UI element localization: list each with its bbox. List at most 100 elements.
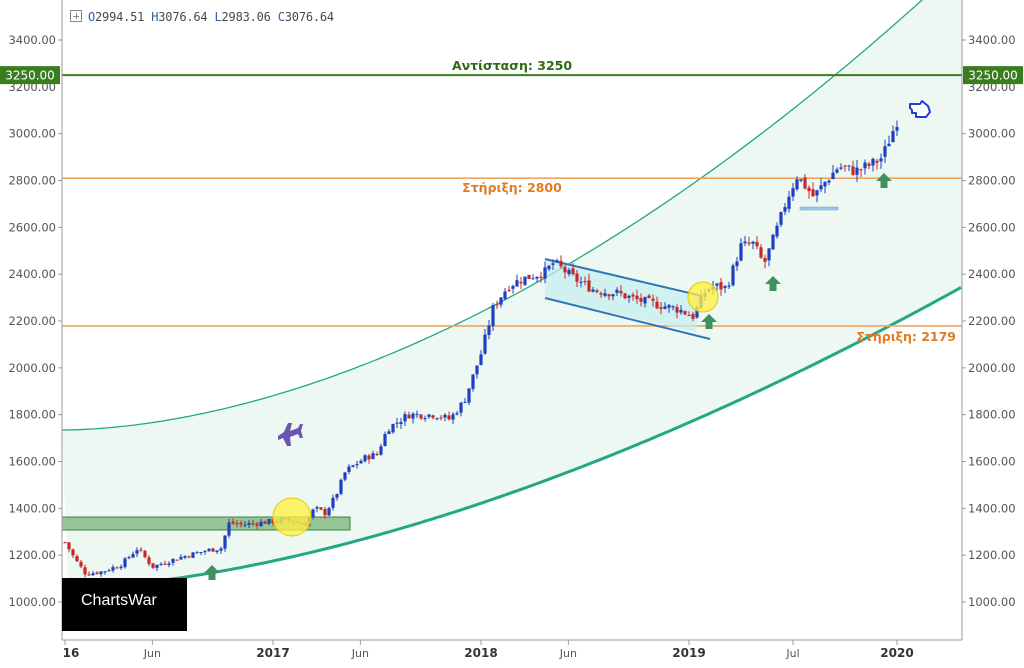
candle-body — [83, 567, 87, 575]
candle-body — [139, 549, 143, 551]
candle-body — [595, 290, 599, 293]
candle-body — [631, 294, 635, 297]
candle-body — [67, 542, 71, 550]
candle-body — [635, 295, 639, 300]
candle-body — [143, 550, 147, 558]
candle-body — [399, 422, 403, 424]
candle-body — [755, 241, 759, 247]
candle-body — [447, 415, 451, 420]
y-tick-label-right: 2000.00 — [968, 361, 1016, 375]
candle-body — [807, 187, 811, 192]
candle-body — [443, 414, 447, 418]
candle-body — [267, 519, 271, 524]
candle-body — [583, 281, 587, 283]
candle-body — [219, 548, 223, 551]
candle-body — [215, 550, 219, 552]
candle-body — [459, 402, 463, 413]
candle-body — [763, 258, 767, 262]
x-tick-label: Jul — [785, 647, 799, 660]
candle-body — [91, 573, 95, 576]
candle-body — [367, 455, 371, 460]
mini-zone-rect — [799, 206, 839, 211]
candle-body — [403, 414, 407, 422]
candle-body — [503, 291, 507, 299]
y-tick-label-right: 1800.00 — [968, 408, 1016, 422]
candle-body — [115, 567, 119, 569]
candle-body — [823, 181, 827, 187]
y-tick-label-left: 3000.00 — [8, 127, 56, 141]
candle-body — [123, 558, 127, 568]
watermark-badge: ChartsWar — [62, 578, 187, 631]
candle-body — [411, 413, 415, 419]
candle-body — [787, 196, 791, 209]
candle-body — [643, 297, 647, 304]
candle-body — [355, 464, 359, 466]
candle-body — [683, 311, 687, 315]
ohlc-close: 3076.64 — [284, 10, 334, 24]
up-arrow-icon — [204, 565, 220, 580]
candle-body — [723, 286, 727, 289]
candle-body — [871, 158, 875, 166]
candle-body — [739, 243, 743, 261]
candle-body — [135, 550, 139, 554]
x-tick-label: 2018 — [464, 646, 497, 660]
candle-body — [235, 522, 239, 524]
ohlc-low-label: L — [214, 10, 222, 24]
y-tick-label-left: 1800.00 — [8, 408, 56, 422]
candle-body — [587, 280, 591, 292]
y-tick-label-left: 1600.00 — [8, 455, 56, 469]
candle-body — [335, 494, 339, 498]
x-tick-label: 2017 — [256, 646, 289, 660]
candle-body — [887, 143, 891, 147]
candle-body — [783, 207, 787, 212]
candle-body — [607, 294, 611, 297]
y-tick-label-right: 1400.00 — [968, 501, 1016, 515]
candle-body — [387, 431, 391, 435]
candle-body — [531, 278, 535, 280]
candle-body — [75, 556, 79, 562]
y-tick-label-right: 2200.00 — [968, 314, 1016, 328]
candle-body — [379, 446, 383, 455]
level-labels: 3250.00 3250.00 Αντίσταση: 3250 Στήριξη: 28… — [0, 58, 1023, 344]
up-arrow-icon — [876, 173, 892, 188]
candle-body — [647, 295, 651, 299]
y-tick-label-right: 3000.00 — [968, 127, 1016, 141]
candle-body — [815, 190, 819, 196]
candle-body — [687, 315, 691, 317]
candle-body — [847, 165, 851, 167]
candle-body — [719, 282, 723, 290]
candle-body — [151, 563, 155, 568]
candle-body — [103, 571, 107, 573]
x-tick-label: Jun — [559, 647, 577, 660]
candle-body — [571, 268, 575, 275]
flag-upper-line — [544, 258, 703, 297]
candle-body — [691, 313, 695, 319]
candle-body — [147, 557, 151, 564]
candle-body — [463, 401, 467, 403]
candle-body — [751, 241, 755, 244]
ohlc-open-label: O — [88, 10, 96, 24]
airplane-icon — [278, 423, 303, 446]
candle-body — [795, 179, 799, 190]
candle-body — [119, 566, 123, 569]
flag-lower-line — [544, 297, 711, 340]
candle-body — [495, 304, 499, 306]
candles — [63, 120, 899, 578]
candle-body — [551, 263, 555, 265]
candle-body — [71, 549, 75, 556]
candle-body — [547, 265, 551, 270]
expand-icon[interactable] — [70, 10, 82, 22]
candle-body — [679, 309, 683, 313]
candle-body — [859, 169, 863, 171]
candle-body — [603, 293, 607, 296]
candle-body — [767, 248, 771, 261]
candle-body — [863, 162, 867, 169]
y-tick-label-right: 2800.00 — [968, 174, 1016, 188]
candle-body — [179, 556, 183, 560]
candle-body — [111, 567, 115, 571]
candle-body — [415, 413, 419, 415]
y-tick-label-left: 2400.00 — [8, 267, 56, 281]
candle-body — [243, 524, 247, 526]
candle-body — [563, 267, 567, 273]
candle-body — [475, 365, 479, 375]
